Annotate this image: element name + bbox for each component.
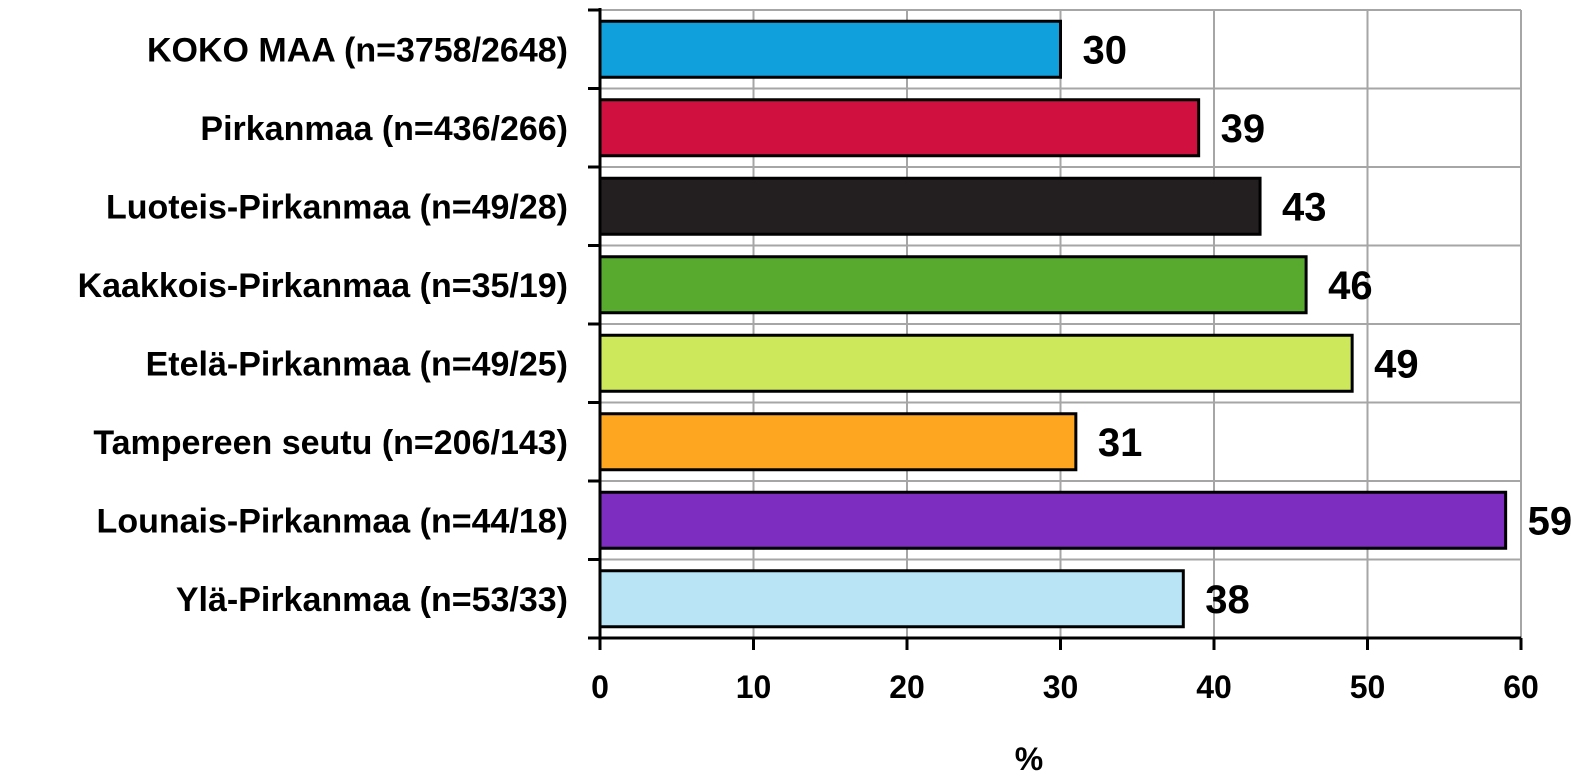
data-label: 49 [1374, 342, 1419, 386]
category-label: KOKO MAA (n=3758/2648) [147, 31, 568, 69]
x-tick-label: 50 [1350, 669, 1386, 705]
bar [598, 255, 1308, 315]
category-label: Etelä-Pirkanmaa (n=49/25) [146, 345, 568, 383]
category-label: Luoteis-Pirkanmaa (n=49/28) [106, 188, 568, 226]
x-tick-label: 30 [1043, 669, 1079, 705]
category-label: Kaakkois-Pirkanmaa (n=35/19) [78, 267, 568, 305]
x-tick-label: 60 [1503, 669, 1539, 705]
bar [598, 333, 1354, 393]
grid-lines [600, 9, 1522, 638]
x-tick-label: 40 [1196, 669, 1232, 705]
bar [598, 490, 1508, 550]
category-label: Ylä-Pirkanmaa (n=53/33) [176, 581, 568, 619]
data-label: 39 [1221, 107, 1266, 151]
data-label: 30 [1083, 28, 1128, 72]
bar [598, 176, 1262, 236]
data-label: 46 [1328, 264, 1373, 308]
labels: 0 10 20 30 40 50 60 30 KOKO MAA (n=3758/2648) 39 P… [78, 28, 1571, 705]
data-label: 31 [1098, 421, 1143, 465]
category-label: Lounais-Pirkanmaa (n=44/18) [97, 502, 568, 540]
x-tick-label: 10 [736, 669, 772, 705]
category-label: Tampereen seutu (n=206/143) [93, 424, 568, 462]
bar [598, 569, 1185, 629]
bar [598, 19, 1062, 79]
bar [598, 98, 1201, 158]
data-label: 38 [1205, 578, 1250, 622]
x-axis-title: % [1015, 741, 1043, 774]
bar [598, 412, 1078, 472]
data-label: 43 [1282, 185, 1327, 229]
x-tick-label: 0 [591, 669, 609, 705]
data-label: 59 [1528, 499, 1571, 543]
axes [588, 8, 1523, 650]
x-tick-label: 20 [889, 669, 925, 705]
category-label: Pirkanmaa (n=436/266) [200, 110, 568, 148]
